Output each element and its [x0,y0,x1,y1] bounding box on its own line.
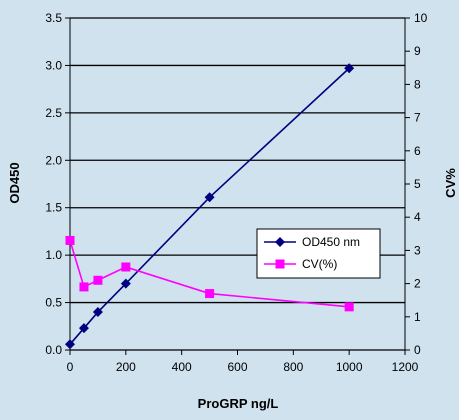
data-point-cv [79,282,89,292]
data-point-od450 [344,63,355,74]
y2-tick-label: 6 [414,144,421,158]
legend: OD450 nm CV(%) [256,228,381,279]
data-point-cv [65,235,75,245]
y-axis-title: OD450 [7,162,22,203]
x-axis-title: ProGRP ng/L [198,396,279,411]
y2-tick-label: 4 [414,210,421,224]
series-line-cv [69,240,350,308]
data-point-cv [93,275,103,285]
y2-axis-title: CV% [443,168,458,198]
y2-tick-label: 1 [414,310,421,324]
y2-tick-label: 9 [414,44,421,58]
x-tick-label: 0 [67,360,74,374]
y2-tick-label: 2 [414,277,421,291]
legend-label: OD450 nm [302,235,360,249]
y2-tick-label: 7 [414,111,421,125]
y2-tick-label: 10 [414,11,428,25]
tick-labels: 0.0 0.5 1.0 1.5 2.0 2.5 3.0 3.5 0 1 2 3 4 5 6 7 8 9 10 0 200… [45,11,427,374]
series [65,63,355,350]
legend-marker-diamond [275,237,285,247]
axes [65,17,410,355]
y-tick-label: 0.0 [45,343,62,357]
legend-box [256,228,381,279]
data-point-cv [205,289,215,299]
data-point-od450 [92,307,103,318]
y-tick-label: 3.5 [45,11,62,25]
data-point-od450 [204,192,215,203]
x-tick-label: 1200 [392,360,419,374]
legend-label: CV(%) [302,257,337,271]
y-tick-label: 2.5 [45,106,62,120]
legend-marker-square [275,259,285,269]
y-tick-label: 1.0 [45,248,62,262]
grid-lines [70,17,405,351]
data-point-od450 [120,278,131,289]
y2-tick-label: 5 [414,177,421,191]
series-line-od450 [69,67,350,345]
data-point-cv [121,262,131,272]
y-tick-label: 1.5 [45,201,62,215]
data-point-od450 [65,339,75,350]
x-tick-label: 200 [116,360,136,374]
x-tick-label: 1000 [336,360,363,374]
y2-tick-label: 3 [414,243,421,257]
x-tick-label: 400 [172,360,192,374]
data-point-od450 [78,323,89,334]
y-tick-label: 2.0 [45,153,62,167]
y-tick-label: 0.5 [45,296,62,310]
x-tick-label: 800 [283,360,303,374]
y-tick-label: 3.0 [45,58,62,72]
x-tick-label: 600 [227,360,247,374]
y2-tick-label: 8 [414,77,421,91]
data-point-cv [344,302,354,312]
y2-tick-label: 0 [414,343,421,357]
